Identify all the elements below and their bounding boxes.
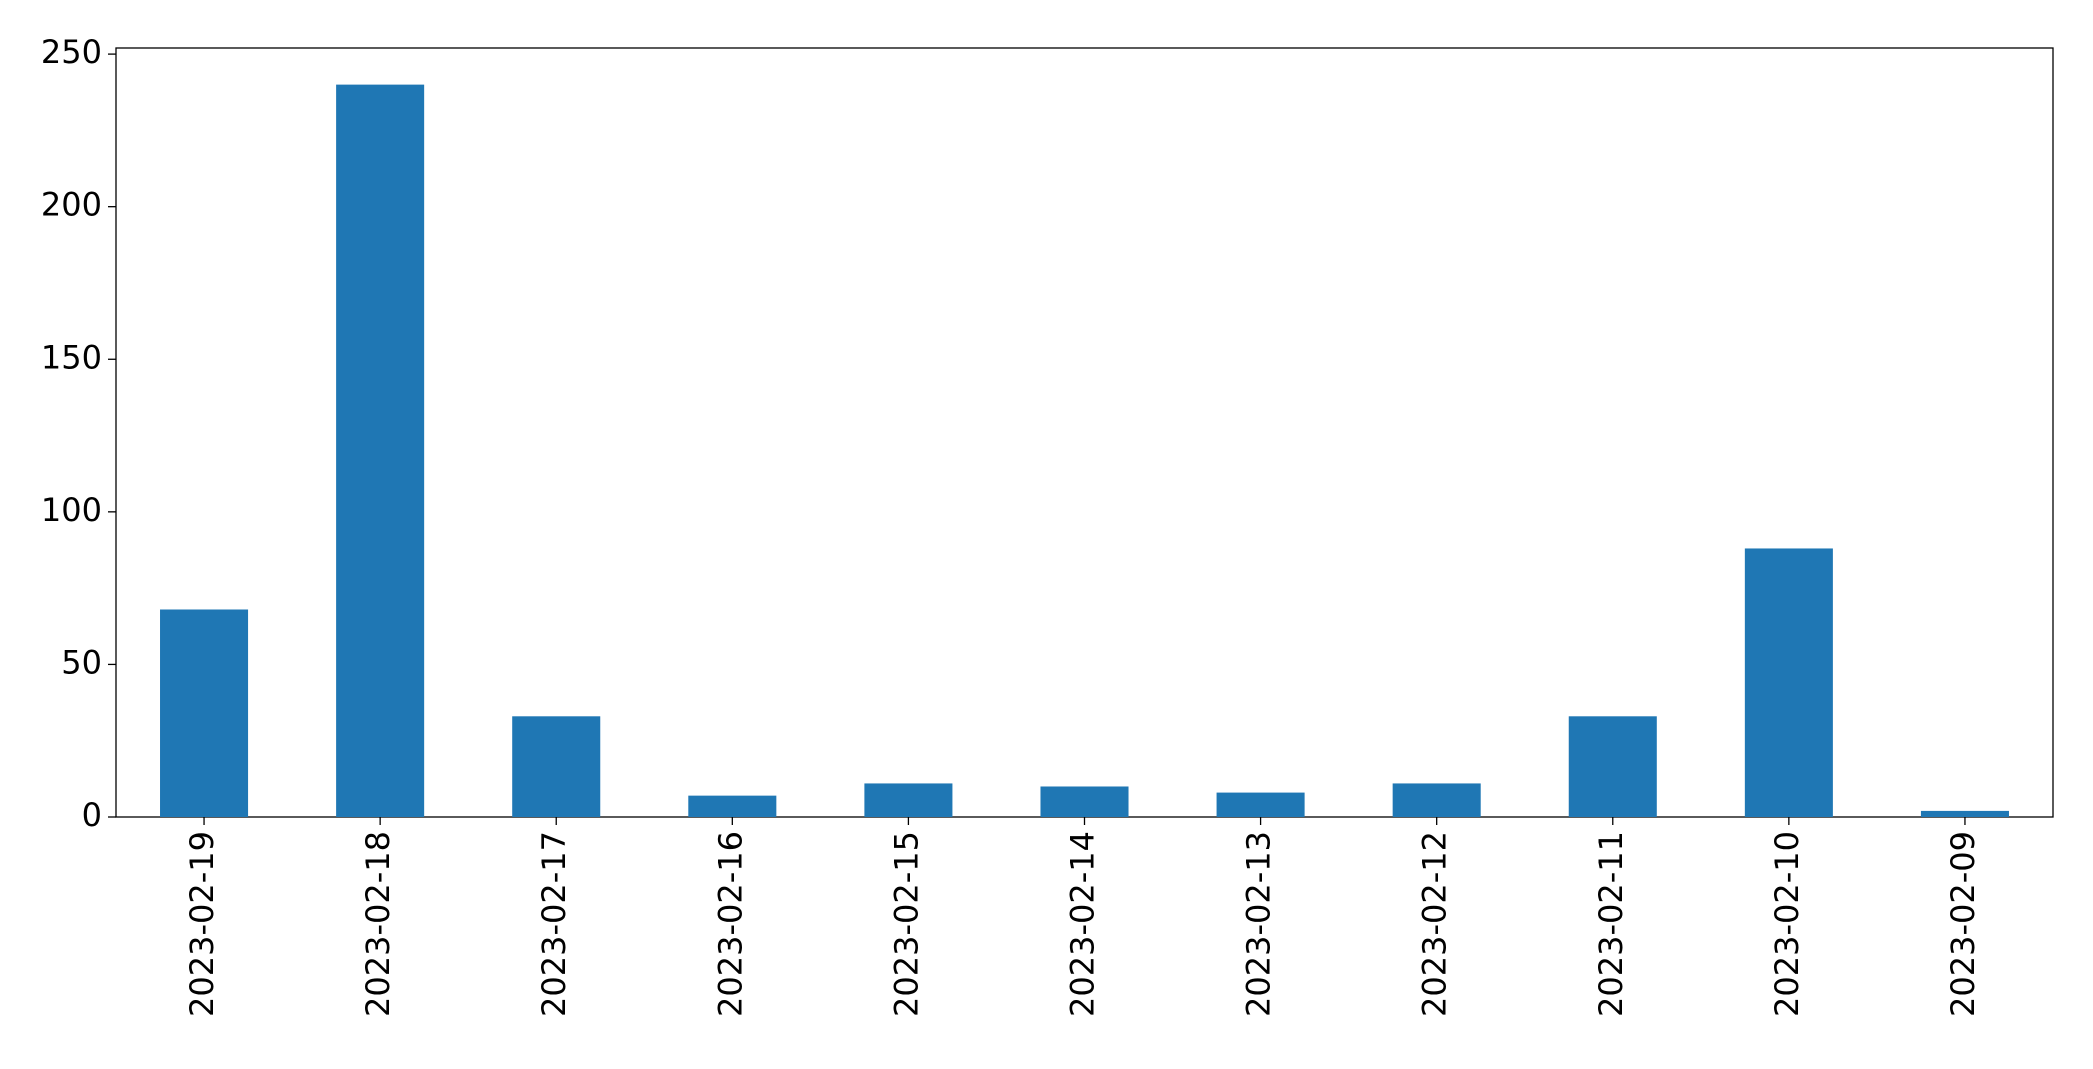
- bar: [1392, 783, 1481, 817]
- bar: [160, 609, 249, 817]
- bar: [1920, 810, 2009, 817]
- x-tick-label: 2023-02-11: [1592, 831, 1630, 1017]
- x-tick-label: 2023-02-12: [1416, 831, 1454, 1017]
- y-tick-label: 150: [41, 338, 102, 376]
- x-tick-label: 2023-02-19: [183, 831, 221, 1017]
- y-tick-label: 0: [82, 796, 102, 834]
- x-tick-label: 2023-02-17: [535, 831, 573, 1017]
- bar: [1040, 786, 1129, 817]
- x-tick-label: 2023-02-09: [1944, 831, 1982, 1017]
- x-tick-label: 2023-02-18: [359, 831, 397, 1017]
- y-tick-label: 250: [41, 33, 102, 71]
- bar: [512, 716, 601, 817]
- x-tick-label: 2023-02-10: [1768, 831, 1806, 1017]
- y-tick-label: 50: [61, 643, 102, 681]
- bar: [1568, 716, 1657, 817]
- bar: [336, 84, 425, 818]
- bar: [1216, 792, 1305, 817]
- x-tick-label: 2023-02-16: [711, 831, 749, 1017]
- x-tick-label: 2023-02-13: [1240, 831, 1278, 1017]
- x-tick-label: 2023-02-15: [887, 831, 925, 1017]
- bar: [1744, 548, 1833, 817]
- y-tick-label: 100: [41, 491, 102, 529]
- y-tick-label: 200: [41, 186, 102, 224]
- x-tick-label: 2023-02-14: [1064, 831, 1102, 1017]
- bar: [864, 783, 953, 817]
- bar: [688, 795, 777, 817]
